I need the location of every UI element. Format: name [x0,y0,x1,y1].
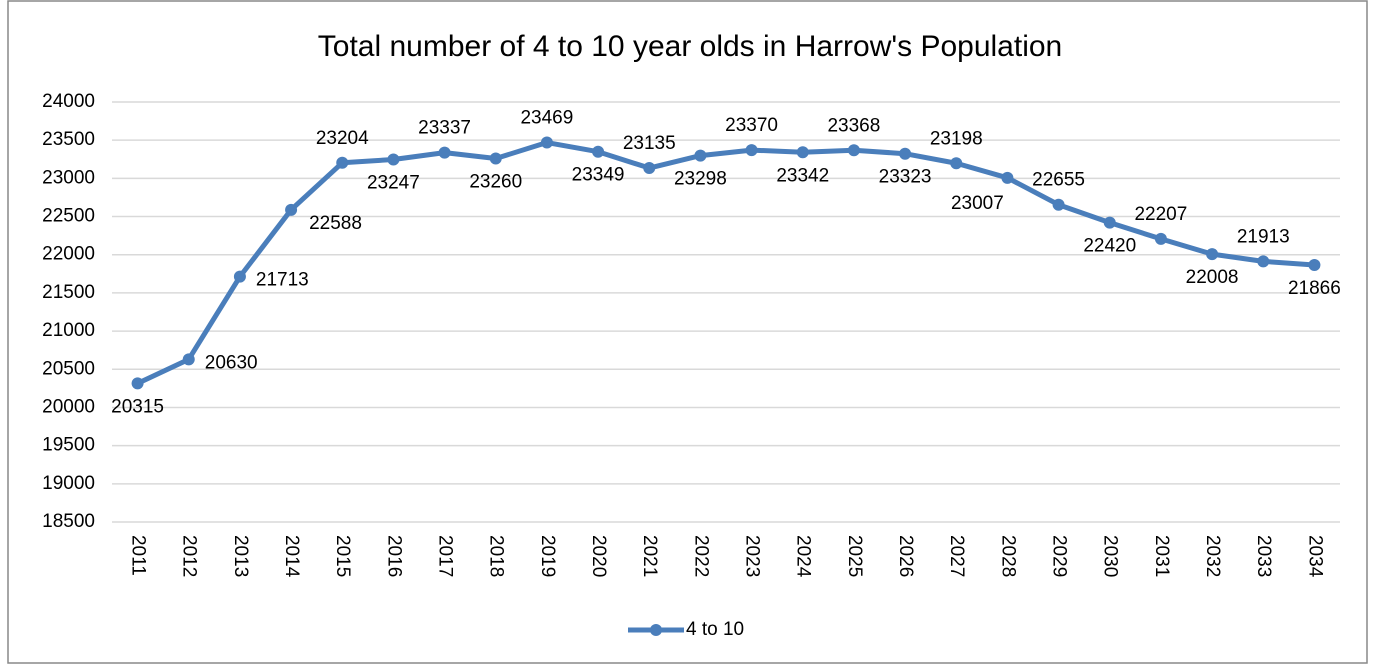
data-point [643,162,656,175]
data-point [847,144,860,157]
data-label: 23260 [469,172,522,193]
data-point [694,149,707,162]
data-point [899,147,912,160]
data-point [1001,171,1014,184]
data-label: 23349 [572,165,625,186]
x-tick-label: 2013 [230,535,251,577]
x-tick-label: 2033 [1253,535,1274,577]
x-tick-label: 2016 [383,535,404,577]
data-label: 23204 [316,128,369,149]
x-tick-label: 2017 [435,535,456,577]
data-point [540,136,553,149]
data-label: 23007 [951,193,1004,214]
legend-marker [650,624,662,636]
data-label: 23370 [725,115,778,136]
x-tick-label: 2028 [997,535,1018,577]
data-label: 23323 [879,167,932,188]
chart-border [7,0,1368,664]
data-label: 21866 [1288,278,1341,299]
data-label: 23135 [623,133,676,154]
data-point [1206,248,1219,261]
x-tick-label: 2034 [1304,535,1325,578]
x-tick-label: 2012 [179,535,200,577]
x-tick-label: 2029 [1049,535,1070,577]
data-label: 23337 [418,118,471,139]
data-label: 23247 [367,173,420,194]
data-point [1154,232,1167,245]
data-point [950,157,963,170]
data-point [131,377,144,390]
x-tick-label: 2026 [895,535,916,577]
series-line [136,140,1315,386]
y-tick-label: 22500 [42,206,95,227]
x-tick-label: 2025 [844,535,865,577]
x-tick-label: 2030 [1100,535,1121,577]
x-tick-label: 2024 [793,535,814,578]
data-label: 20630 [205,352,258,373]
data-label: 23198 [930,128,983,149]
chart-title: Total number of 4 to 10 year olds in Har… [318,30,1062,63]
data-point [438,146,451,159]
y-tick-label: 23500 [42,129,95,150]
data-point [1052,198,1065,211]
y-tick-label: 19500 [42,435,95,456]
x-tick-label: 2020 [588,535,609,577]
x-tick-label: 2023 [742,535,763,577]
y-tick-label: 23000 [42,167,95,188]
data-label: 20315 [111,396,164,417]
data-point [745,144,758,157]
x-tick-label: 2015 [332,535,353,577]
x-tick-label: 2027 [946,535,967,577]
data-label: 23469 [520,108,573,129]
y-tick-label: 20500 [42,358,95,379]
data-point [1257,255,1270,268]
y-tick-label: 20000 [42,396,95,417]
x-tick-label: 2019 [537,535,558,577]
data-point [592,145,605,158]
y-tick-label: 22000 [42,244,95,265]
x-tick-label: 2011 [128,535,149,576]
data-label: 23368 [827,115,880,136]
data-label: 21713 [256,270,309,291]
data-point [796,146,809,159]
data-point [387,153,400,166]
data-label: 22588 [309,213,362,234]
data-point [182,353,195,366]
data-label: 21913 [1237,226,1290,247]
x-tick-label: 2032 [1202,535,1223,577]
data-point [285,203,298,216]
data-label: 22420 [1083,236,1136,257]
data-label: 23298 [674,169,727,190]
x-tick-label: 2018 [486,535,507,577]
data-point [1308,258,1321,271]
data-point [336,156,349,169]
data-point [489,152,502,165]
data-label: 22655 [1032,170,1085,191]
legend-label: 4 to 10 [686,619,744,640]
data-label: 22008 [1186,267,1239,288]
data-point [1103,216,1116,229]
y-tick-label: 24000 [42,91,95,112]
x-tick-label: 2021 [639,535,660,577]
y-tick-label: 21000 [42,320,95,341]
data-label: 23342 [776,165,829,186]
x-tick-label: 2031 [1151,535,1172,577]
x-tick-label: 2014 [281,535,302,578]
y-tick-label: 18500 [42,511,95,532]
data-point [233,270,246,283]
data-label: 22207 [1134,204,1187,225]
y-tick-label: 21500 [42,282,95,303]
y-tick-label: 19000 [42,473,95,494]
x-tick-label: 2022 [690,535,711,577]
